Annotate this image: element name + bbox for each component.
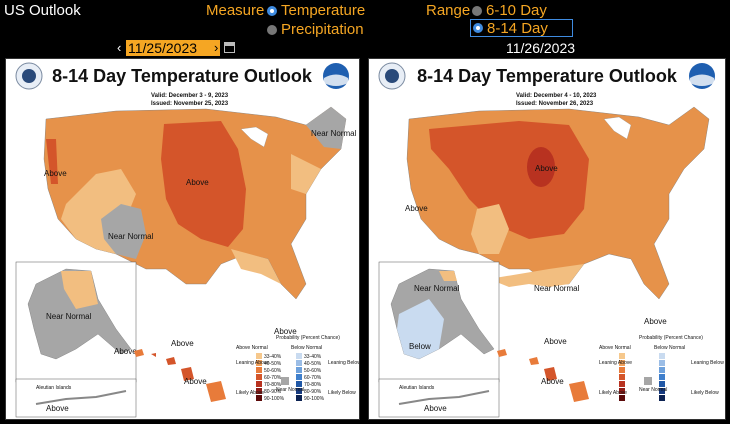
svg-text:Leaning Above: Leaning Above: [599, 360, 632, 366]
map-panel-left: 8-14 Day Temperature Outlook Valid: Dece…: [5, 58, 361, 420]
map-panel-right: 8-14 Day Temperature Outlook Valid: Dece…: [368, 58, 726, 420]
svg-text:90-100%: 90-100%: [304, 396, 325, 402]
svg-text:50-60%: 50-60%: [264, 368, 282, 374]
svg-text:33-40%: 33-40%: [304, 354, 322, 360]
issued-date: Issued: November 26, 2023: [516, 101, 594, 107]
measure-option-label: Temperature: [281, 2, 366, 19]
legend-likely-above: Likely Above: [236, 390, 264, 396]
legend-likely-below: Likely Below: [328, 390, 356, 396]
date-input[interactable]: 11/25/2023: [126, 40, 220, 56]
range-option-8-14-day[interactable]: 8-14 Day: [470, 19, 573, 37]
above-strong-region: [161, 121, 246, 247]
map-label: Above: [424, 404, 447, 413]
map-label: Above: [541, 377, 564, 386]
map-label: Above: [544, 337, 567, 346]
valid-dates: Valid: December 3 - 9, 2023: [151, 93, 229, 99]
range-option-label: 6-10 Day: [486, 2, 547, 19]
svg-text:60-70%: 60-70%: [264, 375, 282, 381]
svg-text:70-80%: 70-80%: [264, 382, 282, 388]
map-label: Near Normal: [46, 312, 92, 321]
range-option-6-10-day[interactable]: 6-10 Day: [472, 2, 547, 19]
map-label: Above: [186, 178, 209, 187]
svg-text:Likely Above: Likely Above: [599, 390, 627, 396]
measure-option-precipitation[interactable]: Precipitation: [267, 21, 364, 38]
map-title: 8-14 Day Temperature Outlook: [52, 66, 313, 86]
legend-above-header: Above Normal: [236, 345, 268, 351]
issued-date: Issued: November 25, 2023: [151, 101, 229, 107]
map-label: Above: [535, 164, 558, 173]
legend-title: Probability (Percent Chance): [276, 335, 340, 341]
svg-text:Above Normal: Above Normal: [599, 345, 631, 351]
measure-option-temperature[interactable]: Temperature: [267, 2, 365, 19]
map-label: Above: [644, 317, 667, 326]
svg-text:Near Normal: Near Normal: [639, 387, 667, 393]
legend: Probability (Percent Chance) Above Norma…: [599, 335, 724, 401]
svg-text:80-90%: 80-90%: [304, 389, 322, 395]
date-next-arrow-icon[interactable]: ›: [214, 40, 219, 55]
svg-text:60-70%: 60-70%: [304, 375, 322, 381]
outlook-map-left: 8-14 Day Temperature Outlook Valid: Dece…: [15, 62, 361, 418]
radio-unselected-icon: [472, 5, 482, 16]
near-normal-region: [101, 204, 146, 259]
map-label: Below: [409, 342, 431, 351]
map-label: Near Normal: [311, 129, 357, 138]
svg-text:90-100%: 90-100%: [264, 396, 285, 402]
map-label: Above: [44, 169, 67, 178]
map-label: Near Normal: [534, 284, 580, 293]
outlook-map-right: 8-14 Day Temperature Outlook Valid: Dece…: [378, 62, 724, 418]
measure-option-label: Precipitation: [281, 21, 364, 38]
valid-dates: Valid: December 4 - 10, 2023: [516, 93, 597, 99]
svg-text:Probability (Percent Chance): Probability (Percent Chance): [639, 335, 703, 341]
map-label: Above: [405, 204, 428, 213]
map-label: Above: [114, 347, 137, 356]
radio-unselected-icon: [267, 24, 277, 35]
map-label: Above: [46, 404, 69, 413]
svg-text:40-50%: 40-50%: [304, 361, 322, 367]
range-label: Range: [426, 2, 471, 19]
map-label: Near Normal: [108, 232, 154, 241]
legend: Probability (Percent Chance) Above Norma…: [236, 335, 361, 402]
date-prev-arrow-icon[interactable]: ‹: [117, 40, 122, 55]
radio-selected-icon: [267, 5, 277, 16]
range-option-label: 8-14 Day: [487, 19, 548, 37]
map-label: Near Normal: [414, 284, 460, 293]
app-title: US Outlook: [4, 2, 81, 19]
aleutian-label: Aleutian Islands: [36, 385, 72, 391]
above-strongest-region: [527, 147, 555, 187]
map-label: Above: [184, 377, 207, 386]
svg-text:Below Normal: Below Normal: [654, 345, 685, 351]
svg-text:Likely Below: Likely Below: [691, 390, 719, 396]
aleutian-label: Aleutian Islands: [399, 385, 435, 391]
map-title: 8-14 Day Temperature Outlook: [417, 66, 678, 86]
svg-text:Leaning Below: Leaning Below: [691, 360, 724, 366]
svg-text:40-50%: 40-50%: [264, 361, 282, 367]
svg-text:80-90%: 80-90%: [264, 389, 282, 395]
legend-near-normal: Near Normal: [276, 387, 304, 393]
svg-text:70-80%: 70-80%: [304, 382, 322, 388]
legend-leaning-above: Leaning Above: [236, 360, 269, 366]
legend-below-header: Below Normal: [291, 345, 322, 351]
map-label: Above: [274, 327, 297, 336]
seal-center: [22, 69, 36, 83]
radio-selected-icon: [473, 23, 483, 33]
above-strong-region: [429, 121, 589, 239]
measure-label: Measure: [206, 2, 265, 19]
svg-text:33-40%: 33-40%: [264, 354, 282, 360]
compare-date: 11/26/2023: [506, 40, 576, 56]
map-label: Above: [171, 339, 194, 348]
svg-text:50-60%: 50-60%: [304, 368, 322, 374]
legend-leaning-below: Leaning Below: [328, 360, 359, 366]
calendar-icon[interactable]: [224, 42, 235, 53]
